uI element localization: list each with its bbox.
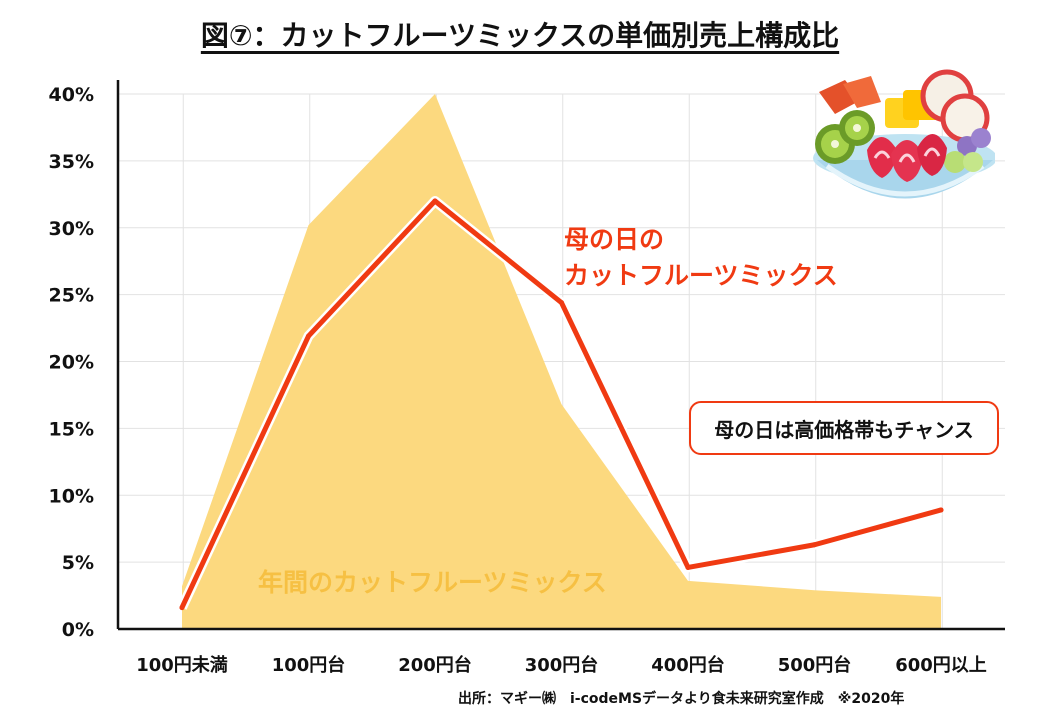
- grape: [963, 152, 983, 172]
- area-annual: [182, 94, 941, 629]
- y-tick-label: 20%: [49, 352, 94, 374]
- y-tick-label: 0%: [62, 619, 94, 641]
- annotation-annual: 年間のカットフルーツミックス: [258, 568, 607, 597]
- x-tick-labels: 100円未満 100円台 200円台 300円台 400円台 500円台 600円以上: [136, 654, 987, 676]
- x-tick-label: 500円台: [778, 654, 852, 676]
- kiwi-slice: [853, 124, 861, 132]
- bowl-highlight: [825, 163, 985, 197]
- y-tick-label: 15%: [49, 418, 94, 440]
- annotation-mothers-day: 母の日の カットフルーツミックス: [564, 222, 838, 294]
- source-note: 出所：マギー㈱ i-codeMSデータより食未来研究室作成 ※2020年: [458, 691, 905, 707]
- area-series-annual: [182, 94, 941, 629]
- line-point: [559, 300, 564, 306]
- line-series-mothers-day: [177, 196, 944, 611]
- callout-text: 母の日は高価格帯もチャンス: [714, 417, 974, 442]
- x-tick-label: 200円台: [398, 654, 472, 676]
- fruit-bowl-illustration: [813, 69, 995, 199]
- x-tick-label: 600円以上: [895, 655, 987, 676]
- kiwi-slice: [831, 140, 839, 148]
- y-tick-label: 25%: [49, 285, 94, 307]
- line-point: [432, 198, 438, 204]
- line-point: [179, 605, 185, 611]
- line-point: [812, 542, 817, 548]
- strawberry-highlight: [898, 153, 916, 163]
- callout-box: 母の日は高価格帯もチャンス: [689, 401, 999, 455]
- line-point: [685, 564, 691, 570]
- annotation-mothers-day-line1: 母の日の: [564, 225, 665, 254]
- x-tick-label: 400円台: [651, 654, 725, 676]
- y-tick-labels: 0% 5% 10% 15% 20% 25% 30% 35% 40%: [49, 84, 94, 641]
- grape: [944, 151, 966, 173]
- grape: [971, 128, 991, 148]
- y-tick-label: 10%: [49, 485, 94, 507]
- y-tick-label: 5%: [62, 552, 94, 574]
- chart-title: 図⑦：カットフルーツミックスの単価別売上構成比: [200, 19, 840, 52]
- strawberry: [917, 134, 947, 176]
- annotation-mothers-day-line2: カットフルーツミックス: [564, 261, 838, 290]
- line-point: [938, 507, 944, 513]
- page-title: 図⑦：カットフルーツミックスの単価別売上構成比: [0, 14, 1040, 54]
- strawberry-highlight: [923, 147, 941, 157]
- y-tick-label: 40%: [49, 84, 94, 106]
- line-point: [306, 333, 311, 339]
- strawberry: [891, 140, 923, 182]
- y-tick-label: 35%: [49, 151, 94, 173]
- y-tick-label: 30%: [49, 218, 94, 240]
- x-tick-label: 300円台: [525, 654, 599, 676]
- strawberry: [867, 137, 897, 178]
- x-tick-label: 100円未満: [136, 654, 228, 676]
- x-tick-label: 100円台: [272, 654, 346, 676]
- axes: [116, 80, 1005, 631]
- watermelon-piece: [843, 76, 881, 108]
- strawberry-highlight: [873, 150, 891, 159]
